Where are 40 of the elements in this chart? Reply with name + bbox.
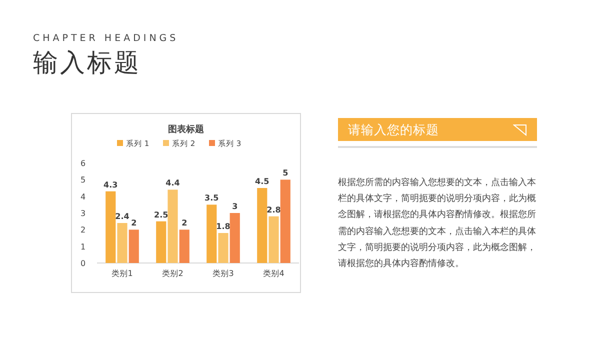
data-label: 2.4 bbox=[115, 212, 130, 221]
data-label: 4.5 bbox=[255, 177, 270, 186]
bar bbox=[257, 188, 268, 263]
chart-title: 图表标题 bbox=[168, 124, 204, 135]
bar bbox=[268, 216, 279, 263]
data-label: 1.8 bbox=[216, 222, 231, 231]
bar bbox=[218, 233, 228, 263]
x-tick-label: 类别2 bbox=[162, 269, 184, 278]
text: 根据您所需的内容输入您想要的文本，点击输入本栏的具体文字，简明扼要的说明分项内容，此为概念图解，请根据您的具体内容酌情修改。根据您所需的内容输入您想要的文本，点击输入本栏的具体文字，简明扼要的说明分项内容，此为概念图解，请根据您的具体内容酌情修改。 bbox=[338, 176, 537, 272]
bar bbox=[117, 223, 128, 263]
bar bbox=[168, 190, 178, 263]
x-tick-label: 类别1 bbox=[112, 269, 133, 278]
data-label: 5 bbox=[282, 168, 289, 178]
data-label: 2 bbox=[182, 218, 188, 228]
y-tick-label: 0 bbox=[80, 259, 86, 268]
text: 输入标题 bbox=[33, 47, 141, 79]
data-label: 4.3 bbox=[104, 180, 118, 190]
y-tick-label: 2 bbox=[80, 226, 86, 235]
bar bbox=[128, 230, 139, 263]
text: CHAPTER HEADINGS bbox=[33, 33, 179, 44]
y-tick-label: 3 bbox=[80, 209, 86, 218]
x-tick-label: 类别4 bbox=[263, 269, 284, 278]
y-tick-label: 4 bbox=[80, 192, 86, 202]
y-tick-label: 6 bbox=[80, 159, 86, 168]
bar bbox=[179, 230, 190, 263]
bar bbox=[280, 180, 290, 263]
bar bbox=[106, 191, 116, 263]
data-label: 2 bbox=[131, 218, 137, 228]
x-tick-label: 类别3 bbox=[212, 269, 234, 278]
bar bbox=[156, 221, 166, 263]
data-label: 2.5 bbox=[154, 210, 169, 220]
text: 请输入您的标题 bbox=[348, 122, 439, 139]
data-label: 4.4 bbox=[166, 178, 180, 188]
data-label: 2.8 bbox=[266, 205, 282, 214]
bar bbox=[230, 213, 240, 263]
bar bbox=[206, 204, 217, 263]
y-tick-label: 1 bbox=[80, 242, 86, 252]
data-label: 3 bbox=[232, 202, 238, 211]
y-tick-label: 5 bbox=[80, 176, 86, 185]
data-label: 3.5 bbox=[204, 194, 220, 203]
